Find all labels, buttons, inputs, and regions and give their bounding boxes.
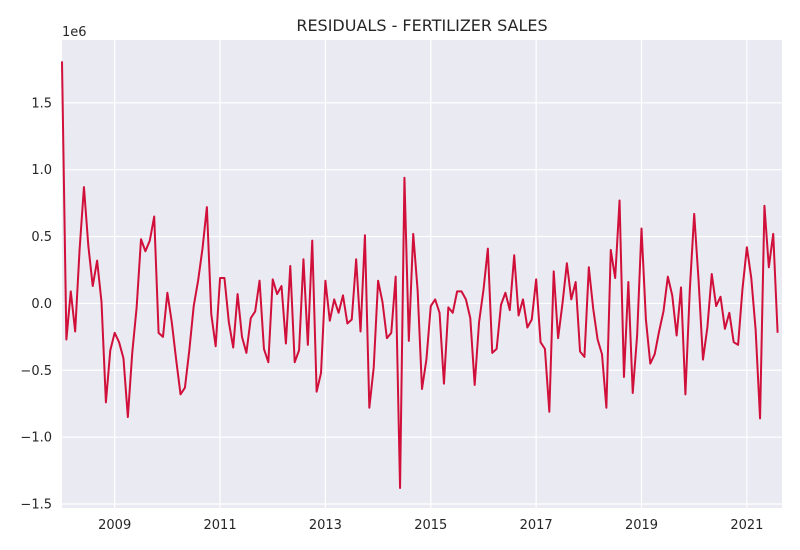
y-tick-label: −1.0 — [20, 431, 52, 446]
y-tick-label: 1.5 — [31, 96, 52, 111]
x-tick-label: 2009 — [98, 518, 131, 533]
y-tick-label: 0.0 — [31, 297, 52, 312]
residuals-series-line — [61, 61, 779, 489]
y-offset-label: 1e6 — [62, 25, 87, 40]
x-tick-label: 2021 — [730, 518, 763, 533]
x-tick-label: 2019 — [625, 518, 658, 533]
y-tick-label: −1.5 — [20, 497, 52, 512]
y-tick-label: 1.0 — [31, 163, 52, 178]
y-tick-label: −0.5 — [20, 364, 52, 379]
plot-background — [62, 40, 782, 508]
x-tick-label: 2013 — [309, 518, 342, 533]
x-tick-labels: 2009 2011 2013 2015 2017 2019 2021 — [98, 518, 763, 533]
series-group — [61, 61, 779, 489]
chart-title: RESIDUALS - FERTILIZER SALES — [296, 16, 547, 35]
x-tick-label: 2017 — [520, 518, 553, 533]
x-tick-label: 2015 — [414, 518, 447, 533]
y-tick-label: 0.5 — [31, 230, 52, 245]
x-tick-label: 2011 — [204, 518, 237, 533]
y-tick-labels: 1.5 1.0 0.5 0.0 −0.5 −1.0 −1.5 — [20, 96, 52, 512]
